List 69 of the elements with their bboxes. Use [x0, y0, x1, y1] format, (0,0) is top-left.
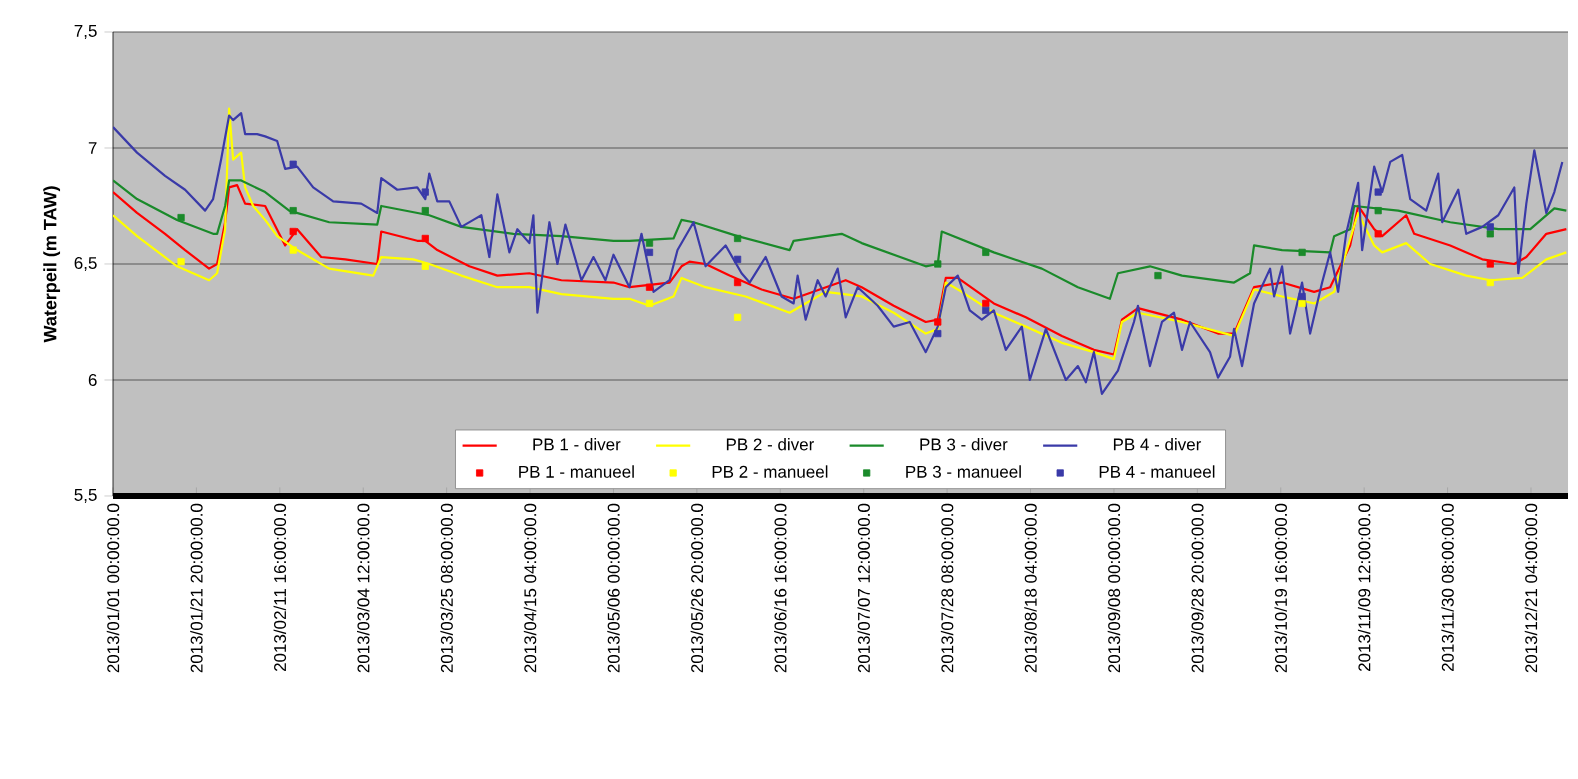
point: [289, 160, 297, 168]
point: [733, 234, 742, 243]
legend-label: PB 1 - manueel: [519, 465, 634, 478]
x-tick-label: 2013/08/18 04:00:00.0: [1024, 503, 1037, 673]
y-tick-label: 7: [88, 142, 97, 154]
point: [934, 318, 942, 326]
point: [1486, 278, 1494, 287]
point: [1374, 207, 1382, 215]
x-tick-label: 2013/03/25 08:00:00.0: [440, 503, 453, 673]
y-axis-title: Waterpeil (m TAW): [43, 186, 61, 343]
x-tick-label: 2013/09/28 20:00:00.0: [1191, 503, 1204, 673]
point: [733, 313, 742, 321]
y-tick-label: 7,5: [74, 25, 97, 39]
x-tick-label: 2013/10/19 16:00:00.0: [1274, 503, 1287, 673]
x-tick-label: 2013/05/26 20:00:00.0: [690, 503, 704, 673]
point: [982, 299, 990, 308]
y-tick-label: 6: [88, 373, 97, 386]
point: [645, 239, 654, 247]
x-tick-label: 2013/05/06 00:00:00.0: [607, 503, 620, 673]
legend-label: PB 2 - diver: [726, 437, 815, 451]
x-tick-label: 2013/07/07 12:00:00.0: [857, 503, 870, 673]
line-series: [113, 179, 1568, 300]
point: [1374, 188, 1382, 196]
legend-label: PB 4 - diver: [1113, 437, 1202, 451]
point: [645, 248, 654, 256]
point: [421, 207, 429, 215]
point: [421, 234, 429, 243]
x-tick-label: 2013/09/08 00:00:00.0: [1107, 503, 1121, 673]
x-tick-label: 2013/03/04 12:00:00.0: [356, 503, 370, 673]
point: [177, 213, 185, 222]
x-tick-label: 2013/01/01 00:00:00.0: [106, 503, 120, 673]
x-tick-label: 2013/06/16 16:00:00.0: [774, 503, 787, 673]
point: [421, 188, 429, 196]
point: [421, 262, 429, 270]
point: [1374, 230, 1382, 238]
point: [982, 248, 990, 256]
point: [1486, 223, 1494, 231]
x-tick-label: 2013/01/21 20:00:00.0: [190, 503, 203, 673]
point: [982, 306, 990, 314]
point: [289, 227, 297, 236]
point: [289, 207, 297, 215]
x-tick-label: 2013/02/11 16:00:00.0: [273, 503, 287, 672]
legend-label: PB 3 - diver: [920, 437, 1008, 451]
point: [1298, 299, 1306, 308]
point: [1298, 248, 1306, 256]
x-tick-label: 2013/07/28 08:00:00.0: [940, 503, 954, 673]
point: [1486, 230, 1494, 238]
y-tick-label: 6,5: [74, 256, 97, 271]
point: [733, 255, 742, 263]
point: [1154, 271, 1162, 280]
x-tick-label: 2013/04/15 04:00:00.0: [523, 503, 537, 673]
point: [289, 246, 297, 254]
point: [934, 329, 942, 338]
point: [733, 278, 742, 287]
legend-label: PB 1 - diver: [533, 437, 621, 451]
legend-label: PB 3 - manueel: [906, 465, 1021, 478]
x-tick-label: 2013/12/21 04:00:00.0: [1524, 503, 1538, 673]
point: [1486, 260, 1494, 268]
x-tick-label: 2013/11/09 12:00:00.0: [1357, 503, 1371, 672]
point: [645, 283, 654, 291]
legend-label: PB 4 - manueel: [1099, 465, 1215, 478]
line-series: [113, 184, 1568, 356]
point: [1298, 292, 1306, 301]
point: [645, 299, 654, 308]
legend-label: PB 2 - manueel: [712, 465, 828, 478]
x-tick-label: 2013/11/30 08:00:00.0: [1441, 503, 1454, 672]
point: [177, 258, 185, 266]
point: [934, 260, 942, 268]
y-tick-label: 5,5: [74, 489, 97, 503]
